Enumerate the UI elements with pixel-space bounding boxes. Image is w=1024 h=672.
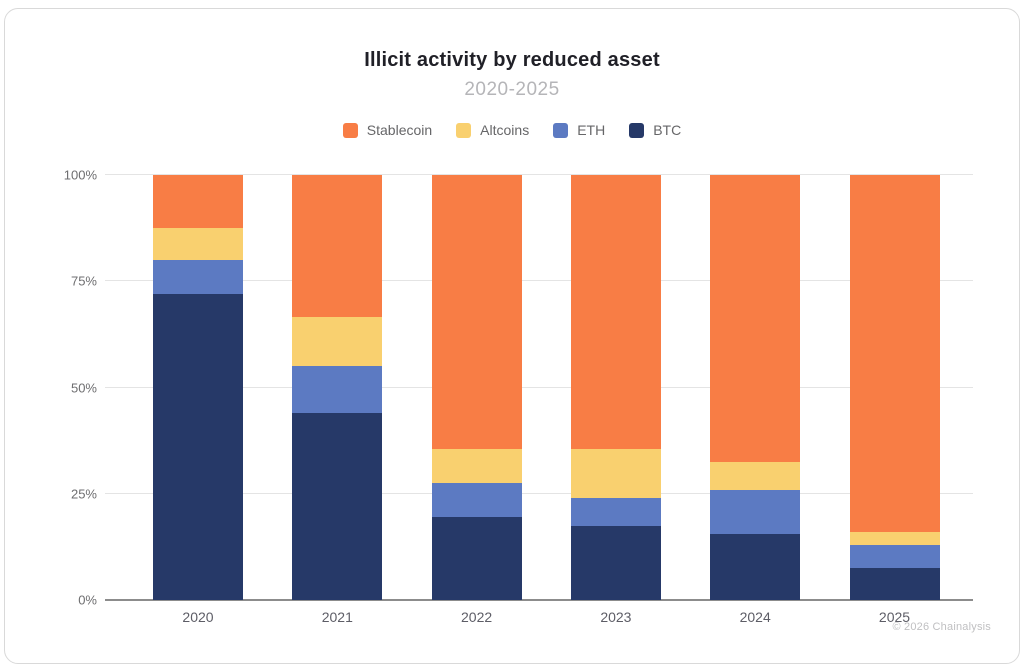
legend-item-stablecoin: Stablecoin bbox=[342, 122, 433, 138]
bar-segment-2024-altcoins bbox=[710, 461, 801, 490]
stacked-bar-2022 bbox=[431, 175, 522, 600]
legend-item-eth: ETH bbox=[553, 122, 605, 138]
bar-segment-2021-stablecoin bbox=[292, 175, 383, 318]
gridline-100 bbox=[105, 174, 973, 175]
bar-segment-2025-eth bbox=[849, 544, 940, 569]
stacked-bar-2023 bbox=[570, 175, 661, 600]
bar-segment-2023-stablecoin bbox=[570, 175, 661, 450]
bar-segment-2022-stablecoin bbox=[431, 175, 522, 450]
y-axis-label-75: 75% bbox=[70, 273, 97, 289]
stacked-bar-2021 bbox=[292, 175, 383, 600]
bar-segment-2023-eth bbox=[570, 498, 661, 526]
y-axis-label-50: 50% bbox=[70, 380, 97, 395]
x-axis-line bbox=[105, 599, 973, 601]
stacked-bar-2024 bbox=[710, 175, 801, 600]
bar-segment-2020-altcoins bbox=[153, 228, 243, 260]
bar-segment-2023-btc bbox=[570, 525, 661, 600]
x-axis-label-2022: 2022 bbox=[461, 609, 493, 625]
chart-subtitle: 2020-2025 bbox=[464, 79, 560, 100]
bar-segment-2021-eth bbox=[292, 366, 383, 413]
bar-segment-2025-altcoins bbox=[849, 532, 940, 545]
bar-segment-2024-stablecoin bbox=[710, 175, 801, 462]
bar-segment-2021-btc bbox=[292, 413, 383, 600]
stacked-bar-2025 bbox=[849, 175, 940, 600]
gridline-75 bbox=[105, 280, 973, 282]
legend-item-altcoins: Altcoins bbox=[456, 122, 529, 138]
legend-swatch-eth bbox=[553, 122, 569, 138]
legend-label: BTC bbox=[653, 122, 682, 138]
bar-segment-2025-btc bbox=[849, 568, 940, 600]
chart-card: Illicit activity by reduced asset 2020-2… bbox=[4, 8, 1020, 664]
x-axis-label-2024: 2024 bbox=[739, 609, 771, 625]
legend-swatch-altcoins bbox=[456, 122, 472, 138]
bar-segment-2022-eth bbox=[431, 483, 522, 518]
chart-title: Illicit activity by reduced asset bbox=[364, 49, 660, 71]
y-axis-label-25: 25% bbox=[70, 486, 97, 502]
bar-segment-2023-altcoins bbox=[570, 449, 661, 498]
bar-segment-2025-stablecoin bbox=[849, 175, 940, 532]
x-axis-label-2021: 2021 bbox=[321, 609, 353, 625]
bar-segment-2024-btc bbox=[710, 534, 801, 600]
y-axis-label-0: 0% bbox=[78, 592, 97, 608]
gridline-25 bbox=[105, 492, 973, 494]
chart-legend: Stablecoin Altcoins ETH BTC bbox=[5, 122, 1019, 138]
bar-segment-2020-btc bbox=[153, 294, 243, 600]
chart-header: Illicit activity by reduced asset 2020-2… bbox=[5, 49, 1019, 101]
gridline-50 bbox=[105, 386, 973, 388]
legend-label: Altcoins bbox=[480, 122, 530, 138]
x-axis-label-2020: 2020 bbox=[182, 609, 214, 625]
legend-item-btc: BTC bbox=[629, 122, 681, 138]
copyright-credit: © 2026 Chainalysis bbox=[892, 621, 991, 633]
stacked-bar-2020 bbox=[153, 175, 243, 600]
plot-area: 0% 25% 50% 75% 100% 2020 2021 2022 2023 2024 2025 bbox=[64, 168, 973, 625]
bar-segment-2020-eth bbox=[153, 260, 243, 294]
legend-label: ETH bbox=[577, 122, 606, 138]
bar-segment-2022-altcoins bbox=[431, 449, 522, 484]
bar-segment-2020-stablecoin bbox=[153, 175, 243, 229]
x-axis-label-2023: 2023 bbox=[600, 609, 632, 625]
legend-label: Stablecoin bbox=[366, 122, 433, 138]
bar-segment-2021-altcoins bbox=[292, 317, 383, 367]
bar-segment-2024-eth bbox=[710, 489, 801, 535]
bar-segment-2022-btc bbox=[431, 517, 522, 600]
legend-swatch-btc bbox=[629, 122, 645, 138]
legend-swatch-stablecoin bbox=[342, 122, 358, 138]
x-axis-label-2025: 2025 bbox=[878, 609, 911, 625]
y-axis-label-100: 100% bbox=[63, 167, 97, 183]
